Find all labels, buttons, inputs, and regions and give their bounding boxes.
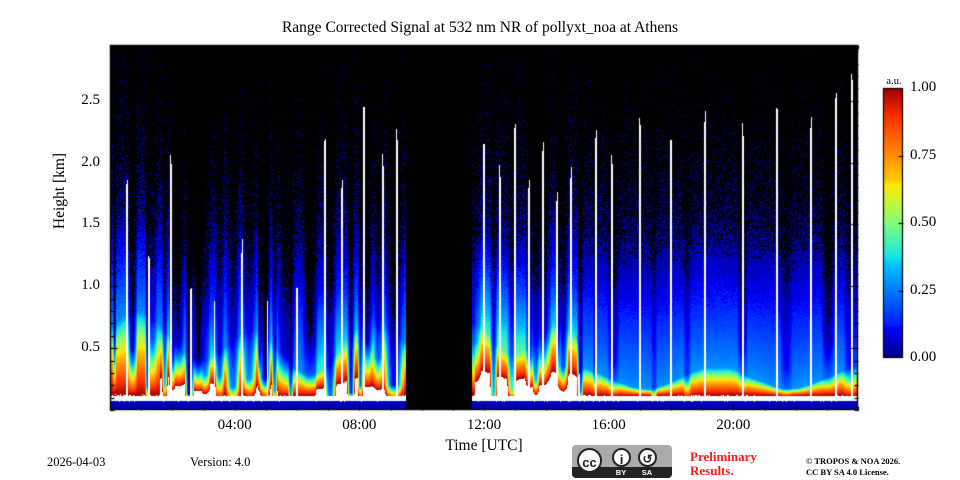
footer-version: Version: 4.0 <box>190 455 251 469</box>
cc-logo-icon: cc <box>577 448 602 473</box>
x-tick-label: 16:00 <box>591 417 626 433</box>
x-axis-label: Time [UTC] <box>445 437 523 454</box>
y-tick-label: 2.0 <box>81 153 100 170</box>
y-axis-label: Height [km] <box>51 152 68 230</box>
cc-badge-strip <box>572 467 672 478</box>
y-tick-label: 2.5 <box>81 91 100 108</box>
x-tick-label: 04:00 <box>217 417 252 433</box>
cc-sa-icon: ↺ <box>638 448 657 467</box>
colorbar-tick-label: 0.25 <box>910 281 937 298</box>
y-tick-label: 1.0 <box>81 277 100 294</box>
colorbar-tick-label: 0.00 <box>910 349 937 365</box>
cc-by-label: BY <box>615 468 627 477</box>
colorbar-unit-label: a.u. <box>886 76 902 87</box>
colorbar-tick-label: 0.75 <box>910 146 937 163</box>
x-tick-label: 08:00 <box>342 417 377 433</box>
x-tick-label: 20:00 <box>716 417 751 433</box>
page-title: Range Corrected Signal at 532 nm NR of p… <box>281 19 679 36</box>
creative-commons-badge[interactable]: cc i ↺ BY SA <box>572 445 672 478</box>
colorbar-tick-label: 0.50 <box>910 214 937 230</box>
x-tick-label: 12:00 <box>466 417 502 433</box>
colorbar-tick-label: 1.00 <box>910 79 937 95</box>
cc-sa-label: SA <box>641 468 653 477</box>
y-tick-label: 0.5 <box>81 339 100 356</box>
cc-by-icon: i <box>612 448 631 467</box>
footer-date: 2026-04-03 <box>47 455 106 469</box>
y-tick-label: 1.5 <box>81 215 100 232</box>
preliminary-results-notice: Preliminary Results. <box>690 449 757 478</box>
copyright-notice: © TROPOS & NOA 2026. CC BY SA 4.0 Licens… <box>806 456 901 477</box>
